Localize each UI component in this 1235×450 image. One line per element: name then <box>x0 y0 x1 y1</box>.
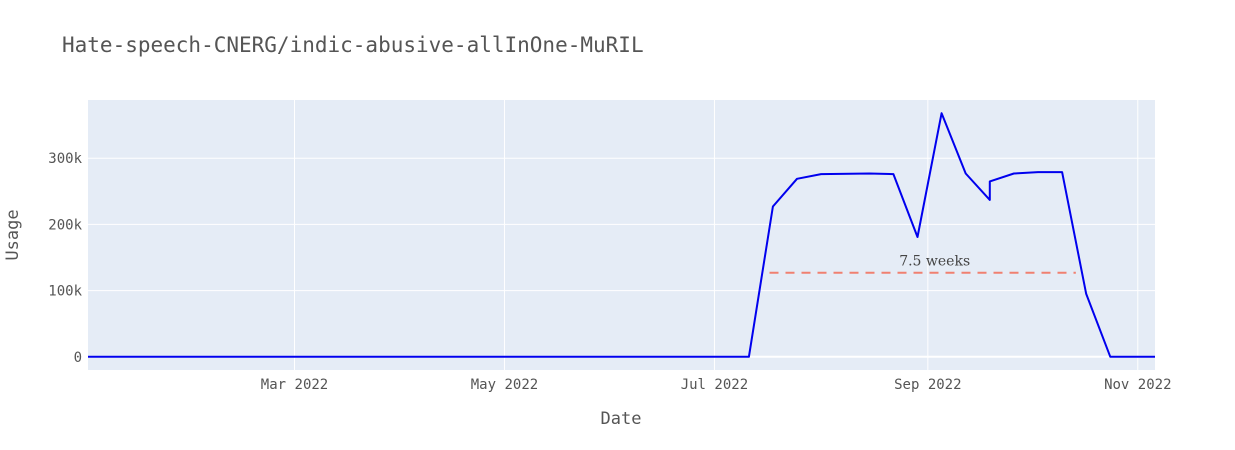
y-axis-ticks: 0 100k 200k 300k <box>48 151 82 366</box>
series-layer <box>88 112 1155 358</box>
x-axis-ticks: Mar 2022 May 2022 Jul 2022 Sep 2022 Nov 2022 <box>261 377 1172 393</box>
annotation-group: 7.5 weeks <box>769 254 1076 274</box>
plot-area <box>88 100 1155 370</box>
y-tick-label: 100k <box>48 284 82 300</box>
y-tick-label: 0 <box>74 350 82 366</box>
chart-title: Hate-speech-CNERG/indic-abusive-allInOne… <box>62 33 644 57</box>
x-tick-label: Nov 2022 <box>1104 377 1171 393</box>
y-axis-title: Usage <box>3 209 23 260</box>
x-tick-label: Jul 2022 <box>681 377 748 393</box>
y-tick-label: 200k <box>48 217 82 233</box>
x-tick-label: May 2022 <box>471 377 538 393</box>
x-tick-label: Sep 2022 <box>894 377 961 393</box>
y-tick-label: 300k <box>48 151 82 167</box>
x-tick-label: Mar 2022 <box>261 377 328 393</box>
annotation-label: 7.5 weeks <box>899 254 970 270</box>
x-axis-title: Date <box>601 409 642 429</box>
series-line <box>88 112 1155 358</box>
